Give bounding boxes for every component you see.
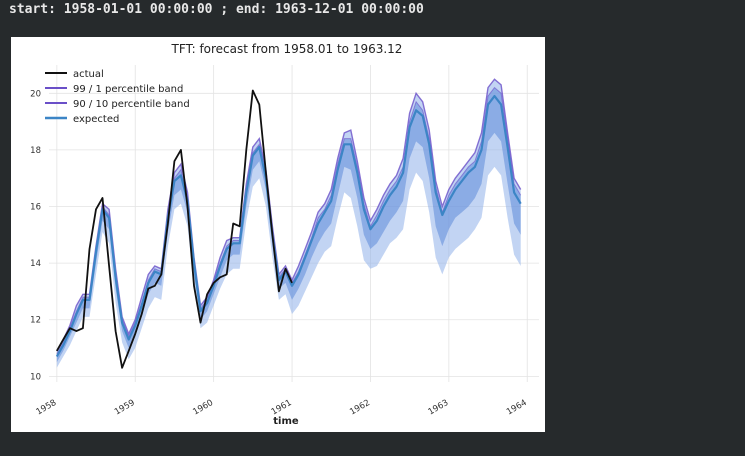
y-tick-label: 10 bbox=[30, 372, 41, 382]
console-output: start: 1958-01-01 00:00:00 ; end: 1963-1… bbox=[9, 2, 424, 17]
tick-layer: 1958 1959 1960 1961 1962 1963 1964 10 12 14 16 18 20 bbox=[30, 89, 529, 417]
x-tick-label: 1959 bbox=[113, 398, 137, 417]
expected-line bbox=[55, 94, 522, 358]
y-tick-label: 14 bbox=[30, 259, 41, 269]
y-tick-label: 18 bbox=[30, 146, 41, 156]
band-layer bbox=[56, 78, 522, 368]
legend-label-band-90-10: 90 / 10 percentile band bbox=[73, 99, 190, 110]
x-tick-label: 1960 bbox=[191, 398, 215, 417]
x-tick-label: 1963 bbox=[427, 398, 451, 417]
legend: actual 99 / 1 percentile band 90 / 10 pe… bbox=[45, 69, 190, 125]
forecast-figure: TFT: forecast from 1958.01 to 1963.12 19… bbox=[11, 37, 545, 432]
x-tick-label: 1961 bbox=[270, 398, 294, 417]
y-tick-label: 20 bbox=[30, 89, 41, 99]
line-layer bbox=[55, 89, 522, 369]
legend-label-expected: expected bbox=[73, 114, 119, 125]
legend-label-actual: actual bbox=[73, 69, 104, 80]
x-tick-label: 1964 bbox=[505, 398, 529, 417]
x-tick-label: 1962 bbox=[348, 398, 372, 417]
legend-label-band-99-1: 99 / 1 percentile band bbox=[73, 84, 183, 95]
y-tick-label: 12 bbox=[30, 316, 41, 326]
band-99-1-upper-line bbox=[56, 78, 522, 352]
forecast-chart: TFT: forecast from 1958.01 to 1963.12 19… bbox=[30, 42, 539, 427]
band-90-10-area bbox=[56, 87, 521, 363]
actual-line bbox=[56, 89, 293, 369]
chart-title: TFT: forecast from 1958.01 to 1963.12 bbox=[171, 42, 403, 56]
y-tick-label: 16 bbox=[30, 203, 41, 213]
x-axis-label: time bbox=[273, 416, 299, 427]
x-tick-label: 1958 bbox=[35, 398, 59, 417]
